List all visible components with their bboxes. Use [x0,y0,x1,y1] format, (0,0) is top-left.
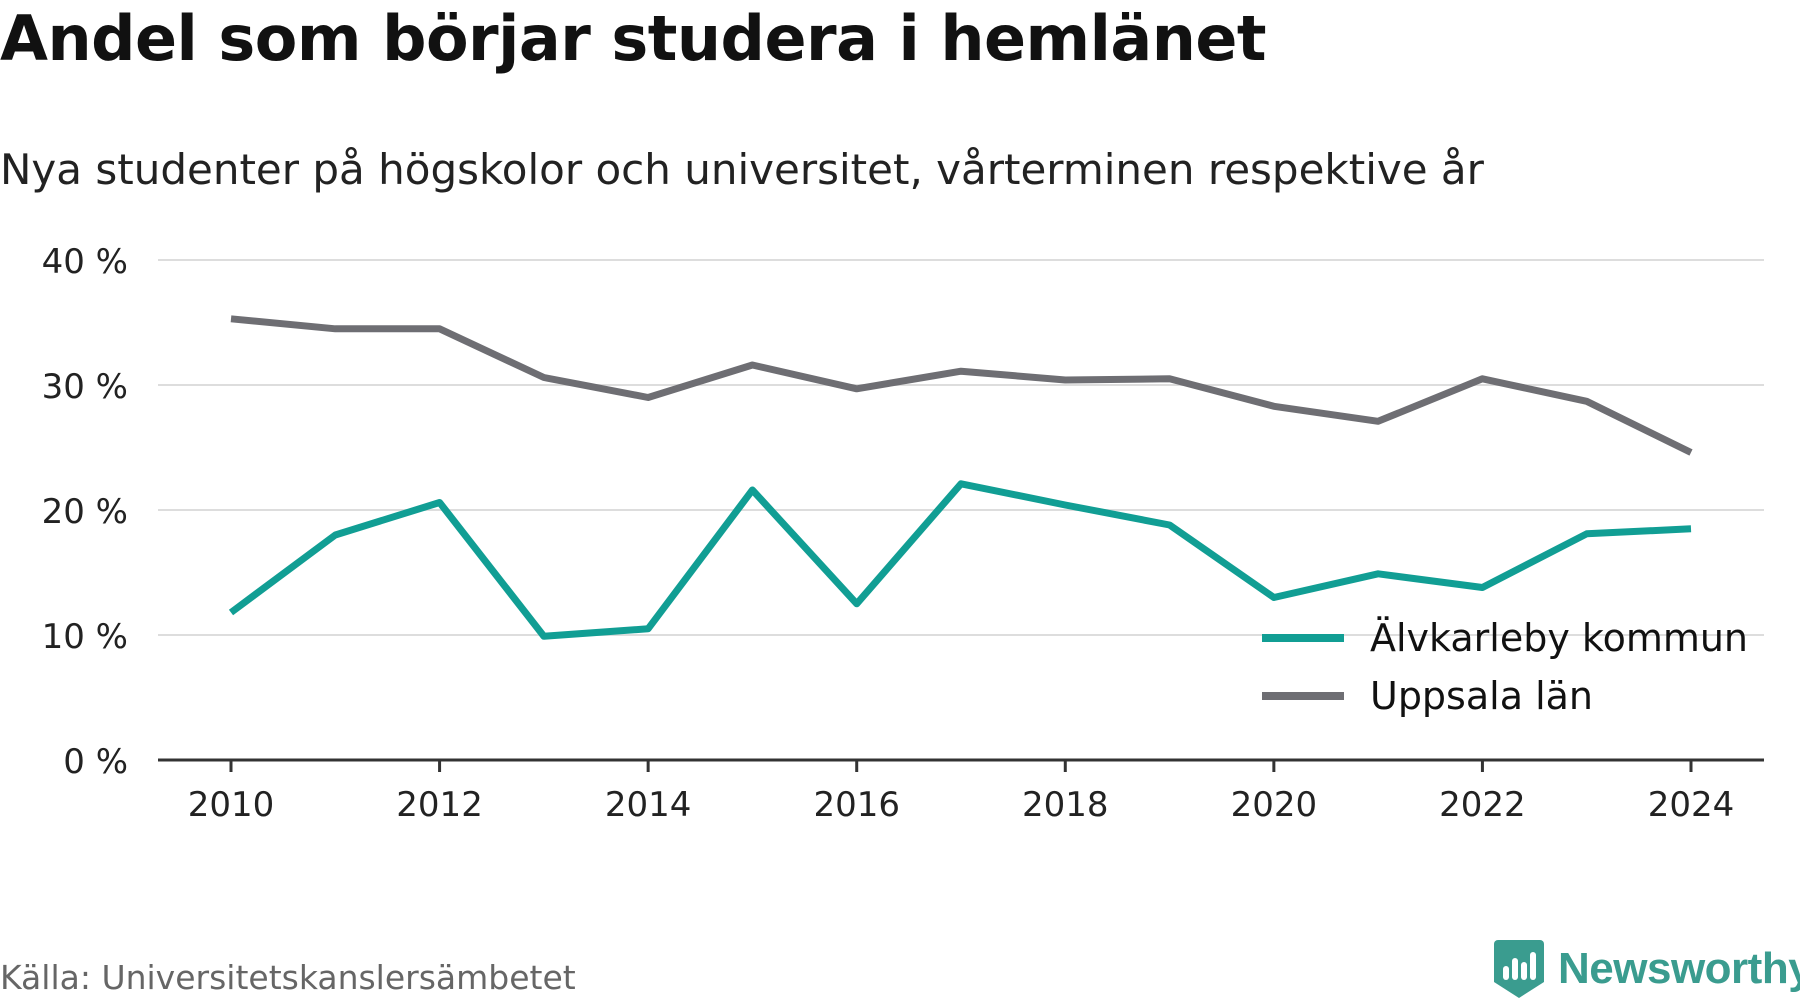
series-line-uppsala [230,315,1693,456]
x-tick-label: 2018 [1022,785,1109,825]
x-axis [158,758,1764,772]
gridlines [158,259,1764,636]
y-axis-tick-labels: 0 % 10 % 20 % 30 % 40 % [42,242,128,782]
x-tick-label: 2010 [188,785,275,825]
y-tick-label: 40 % [42,242,128,282]
series-lines [228,315,1693,640]
chart-title: Andel som börjar studera i hemlänet [0,2,1267,75]
legend-label: Älvkarleby kommun [1370,616,1748,660]
x-axis-tick-labels: 2010 2012 2014 2016 2018 2020 2022 2024 [188,785,1735,825]
y-tick-label: 10 % [42,617,128,657]
brand-logo: Newsworthy [1494,940,1800,998]
legend-label: Uppsala län [1370,674,1593,718]
x-tick-label: 2020 [1231,785,1318,825]
y-tick-label: 20 % [42,492,128,532]
legend: Älvkarleby kommun Uppsala län [1262,616,1748,718]
newsworthy-logo-icon [1494,940,1544,998]
x-tick-label: 2016 [813,785,900,825]
y-tick-label: 30 % [42,367,128,407]
chart-subtitle: Nya studenter på högskolor och universit… [0,145,1484,194]
source-note: Källa: Universitetskanslersämbetet [0,958,576,997]
brand-name: Newsworthy [1558,944,1800,993]
x-tick-label: 2014 [605,785,692,825]
x-tick-label: 2022 [1439,785,1526,825]
x-tick-label: 2012 [396,785,483,825]
series-line-alvkarleby [228,480,1692,640]
y-tick-label: 0 % [63,742,128,782]
x-tick-label: 2024 [1648,785,1735,825]
